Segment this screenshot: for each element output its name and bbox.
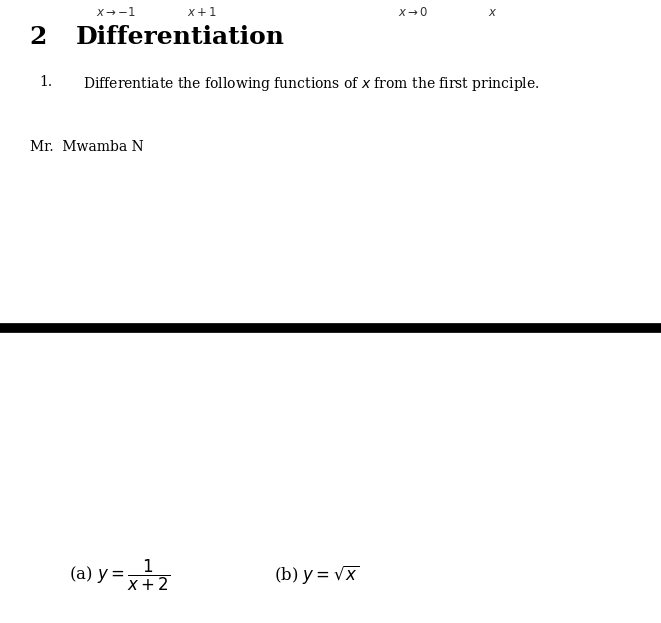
Text: (a) $y = \dfrac{1}{x+2}$: (a) $y = \dfrac{1}{x+2}$ — [69, 558, 171, 592]
Text: Differentiation: Differentiation — [76, 25, 285, 49]
Text: $x+1$: $x+1$ — [186, 6, 217, 19]
Text: 1.: 1. — [40, 75, 53, 89]
Text: Differentiate the following functions of $x$ from the first principle.: Differentiate the following functions of… — [83, 75, 539, 93]
Text: $x$: $x$ — [488, 6, 497, 19]
Text: $x\to{-1}$: $x\to{-1}$ — [96, 6, 136, 19]
Text: 2: 2 — [30, 25, 47, 49]
Text: Mr.  Mwamba N: Mr. Mwamba N — [30, 140, 143, 154]
Text: (b) $y = \sqrt{x}$: (b) $y = \sqrt{x}$ — [274, 563, 360, 586]
Text: $x\to0$: $x\to0$ — [398, 6, 428, 19]
